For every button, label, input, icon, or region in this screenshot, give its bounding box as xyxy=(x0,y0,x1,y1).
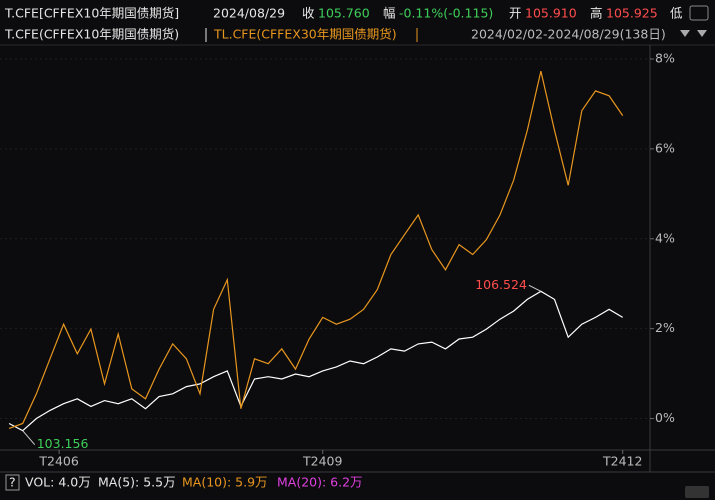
y-tick-label: 6% xyxy=(655,140,675,155)
series-line xyxy=(8,290,624,432)
x-tick-label: T2409 xyxy=(302,454,342,469)
annotation: 103.156 xyxy=(37,436,89,451)
symbol: T.CFE[CFFEX10年期国债期货] xyxy=(4,6,179,21)
high-label: 高 xyxy=(590,6,603,21)
x-tick-label: T2406 xyxy=(38,454,78,469)
y-tick-label: 4% xyxy=(655,230,675,245)
help-box[interactable] xyxy=(5,474,20,491)
change: -0.11%(-0.115) xyxy=(399,6,493,21)
annotation: 106.524 xyxy=(475,277,527,292)
open-label: 开 xyxy=(509,6,522,21)
annotation-leader xyxy=(22,430,36,445)
change-label: 幅 xyxy=(383,6,396,21)
close: 105.760 xyxy=(318,6,370,21)
x-tick-label: T2412 xyxy=(602,454,642,469)
dropdown-arrow[interactable] xyxy=(697,30,707,37)
y-tick-label: 0% xyxy=(655,410,675,425)
ma5: MA(5): 5.5万 xyxy=(98,475,176,490)
vol: VOL: 4.0万 xyxy=(25,475,91,490)
low-label: 低 xyxy=(670,6,683,21)
wp-icon[interactable] xyxy=(689,5,709,21)
dropdown-arrow[interactable] xyxy=(680,30,690,37)
date-range: 2024/02/02-2024/08/29(138日) xyxy=(471,27,666,42)
help[interactable]: ? xyxy=(9,475,16,490)
legend-entry: T.CFE(CFFEX10年期国债期货) xyxy=(4,27,179,42)
y-tick-label: 2% xyxy=(655,320,675,335)
series-line xyxy=(8,70,624,429)
y-tick-label: 8% xyxy=(655,50,675,65)
high: 105.925 xyxy=(606,6,658,21)
date: 2024/08/29 xyxy=(213,6,285,21)
legend-entry: TL.CFE(CFFEX30年期国债期货) xyxy=(213,27,397,42)
ma20: MA(20): 6.2万 xyxy=(277,475,363,490)
ma10: MA(10): 5.9万 xyxy=(182,475,268,490)
corner-icon[interactable] xyxy=(685,486,709,498)
open: 105.910 xyxy=(525,6,577,21)
close-label: 收 xyxy=(302,6,315,21)
annotation-leader xyxy=(528,284,542,292)
